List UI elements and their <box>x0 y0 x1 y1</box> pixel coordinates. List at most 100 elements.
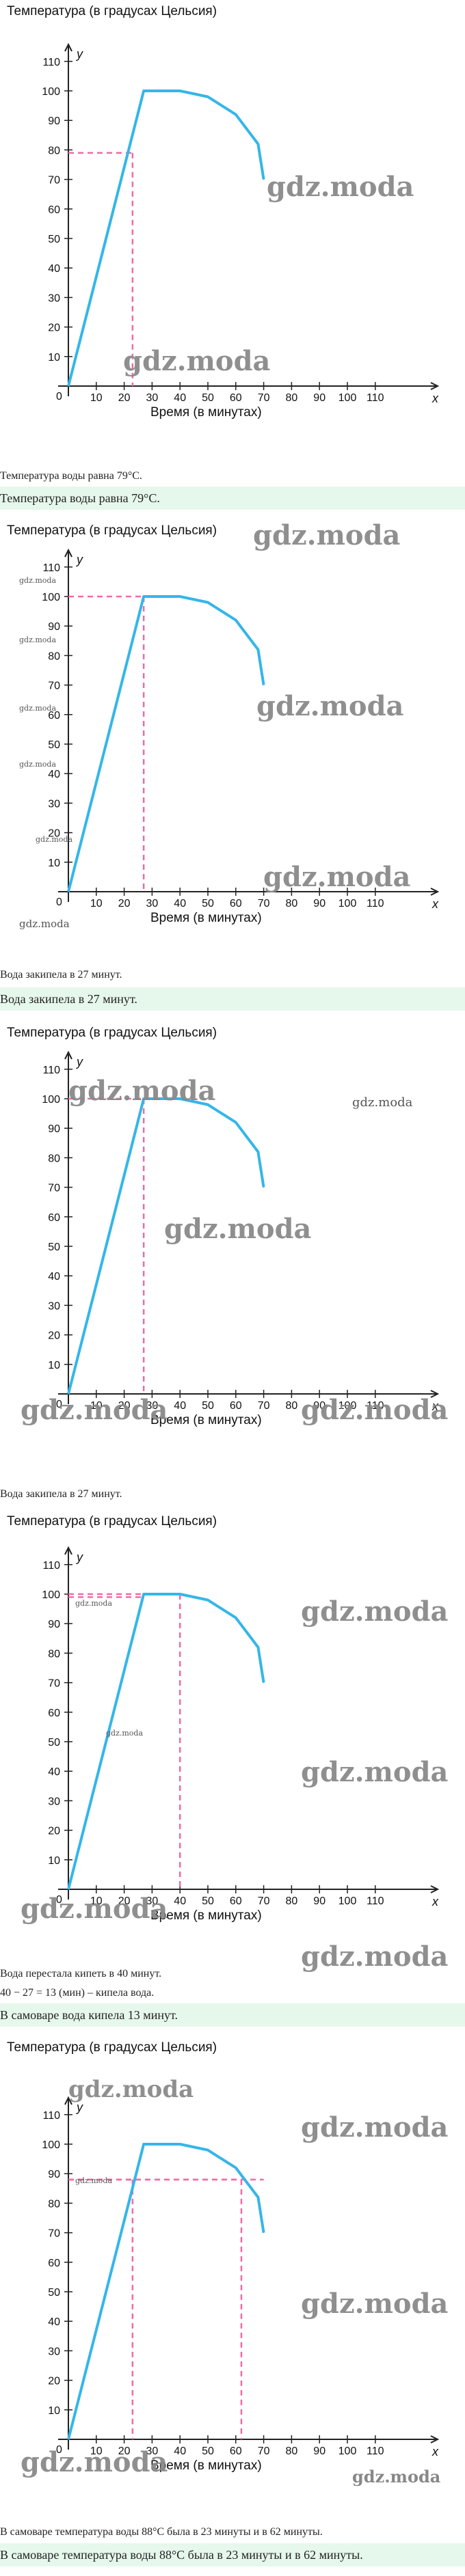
y-tick-label: 70 <box>48 2228 60 2240</box>
watermark: gdz.moda <box>352 1095 413 1110</box>
note-text: Вода закипела в 27 минут. <box>0 969 122 981</box>
x-axis-symbol: x <box>431 1399 439 1413</box>
x-tick-label: 110 <box>367 898 384 909</box>
x-tick-label: 40 <box>174 898 186 909</box>
data-point <box>68 1393 69 1395</box>
x-axis-symbol: x <box>431 392 439 405</box>
answer-box: В самоваре температура воды 88°C была в … <box>0 2543 465 2566</box>
y-tick-label: 40 <box>48 2316 60 2328</box>
note-text: В самоваре температура воды 88°C была в … <box>0 2526 323 2538</box>
y-tick-label: 80 <box>48 650 60 662</box>
note-text: Температура воды равна 79°C. <box>0 470 142 482</box>
x-tick-label: 70 <box>258 2445 270 2457</box>
x-axis-arrow <box>430 2435 440 2443</box>
data-point <box>179 90 181 92</box>
note-text: 40 − 27 = 13 (мин) – кипела вода. <box>0 1987 155 1999</box>
y-tick-label: 80 <box>48 145 60 156</box>
x-tick-label: 30 <box>146 1895 159 1907</box>
answer-box: Температура воды равна 79°C. <box>0 487 465 510</box>
y-tick-label: 10 <box>48 1360 60 1371</box>
x-axis-arrow <box>430 1390 440 1398</box>
y-tick-label: 90 <box>48 1619 60 1630</box>
answer-box: В самоваре вода кипела 13 минут. <box>0 2003 465 2027</box>
y-tick-label: 70 <box>48 1183 60 1194</box>
y-tick-label: 30 <box>48 2346 60 2357</box>
data-point <box>179 1593 181 1595</box>
y-tick-label: 40 <box>48 769 60 780</box>
watermark: gdz.moda <box>267 171 414 203</box>
y-tick-label: 100 <box>42 2139 60 2151</box>
y-tick-label: 80 <box>48 1153 60 1164</box>
x-axis-title: Время (в минутах) <box>150 911 262 925</box>
x-tick-label: 90 <box>313 1400 326 1412</box>
chart-section-4: Температура (в градусах Цельсия) y x 0 Время… <box>0 1510 465 1973</box>
temperature-curve <box>67 1097 265 1395</box>
y-axis-symbol: y <box>75 2100 83 2114</box>
x-axis-title: Время (в минутах) <box>150 2458 262 2473</box>
watermark: gdz.moda <box>19 576 57 585</box>
y-tick-label: 110 <box>42 57 60 68</box>
x-tick-label: 60 <box>230 392 242 404</box>
x-axis-symbol: x <box>431 897 439 911</box>
data-point <box>263 1682 265 1684</box>
y-axis-arrow <box>64 548 72 558</box>
y-tick-label: 70 <box>48 175 60 187</box>
y-axis-title: Температура (в градусах Цельсия) <box>7 4 217 18</box>
y-tick-label: 40 <box>48 1766 60 1778</box>
watermark: gdz.moda <box>301 1394 449 1426</box>
origin-label: 0 <box>56 896 62 908</box>
data-point <box>263 1187 265 1188</box>
x-tick-label: 50 <box>202 1400 214 1412</box>
data-point <box>207 602 209 603</box>
data-point <box>235 2167 237 2169</box>
x-tick-label: 40 <box>174 1895 186 1907</box>
temperature-chart-5: Температура (в градусах Цельсия) y x 0 Время… <box>7 2040 440 2473</box>
watermark: gdz.moda <box>19 760 57 769</box>
y-tick-label: 30 <box>48 292 60 304</box>
y-tick-label: 90 <box>48 2169 60 2180</box>
temperature-chart-3: Температура (в градусах Цельсия) y x 0 Время… <box>7 1026 440 1427</box>
watermark: gdz.moda <box>36 835 73 844</box>
x-tick-label: 110 <box>367 2445 384 2457</box>
watermark: gdz.moda <box>263 861 411 893</box>
chart-section-1: Температура (в градусах Цельсия) y x 0 Время… <box>0 0 465 437</box>
watermark: gdz.moda <box>253 519 401 551</box>
y-axis-title: Температура (в градусах Цельсия) <box>7 523 217 538</box>
y-axis-title: Температура (в градусах Цельсия) <box>7 1026 217 1040</box>
y-tick-label: 100 <box>42 1589 60 1601</box>
x-tick-label: 20 <box>118 2445 131 2457</box>
y-tick-label: 20 <box>48 828 60 840</box>
x-tick-label: 10 <box>90 1895 103 1907</box>
watermark: gdz.moda <box>68 1075 216 1107</box>
y-tick-label: 60 <box>48 1708 60 1719</box>
data-point <box>68 2439 69 2440</box>
x-tick-label: 50 <box>202 392 214 404</box>
x-tick-label: 20 <box>118 392 131 404</box>
y-tick-label: 60 <box>48 2258 60 2269</box>
data-point <box>235 1617 237 1619</box>
y-tick-label: 10 <box>48 858 60 869</box>
chart-section-5: Температура (в градусах Цельсия) y x 0 Время… <box>0 2036 465 2486</box>
y-tick-label: 70 <box>48 1678 60 1690</box>
origin-label: 0 <box>56 2444 62 2456</box>
watermark: gdz.moda <box>301 1941 449 1973</box>
y-tick-label: 60 <box>48 710 60 722</box>
x-axis-title: Время (в минутах) <box>150 1908 262 1923</box>
watermark: gdz.moda <box>301 2288 449 2320</box>
y-tick-label: 20 <box>48 2376 60 2387</box>
x-tick-label: 90 <box>313 898 326 909</box>
y-tick-label: 100 <box>42 86 60 98</box>
watermark: gdz.moda <box>164 1213 312 1245</box>
x-tick-label: 100 <box>338 1400 357 1412</box>
y-tick-label: 50 <box>48 1737 60 1749</box>
y-tick-label: 110 <box>42 562 60 574</box>
x-tick-label: 60 <box>230 2445 242 2457</box>
temperature-chart-1: Температура (в градусах Цельсия) y x 0 Время… <box>7 4 440 420</box>
y-tick-label: 110 <box>42 2110 60 2122</box>
y-tick-label: 90 <box>48 1123 60 1135</box>
origin-label: 0 <box>56 1399 62 1410</box>
x-tick-label: 60 <box>230 898 242 909</box>
y-tick-label: 10 <box>48 352 60 364</box>
watermark: gdz.moda <box>75 1599 113 1608</box>
data-point <box>235 114 237 115</box>
